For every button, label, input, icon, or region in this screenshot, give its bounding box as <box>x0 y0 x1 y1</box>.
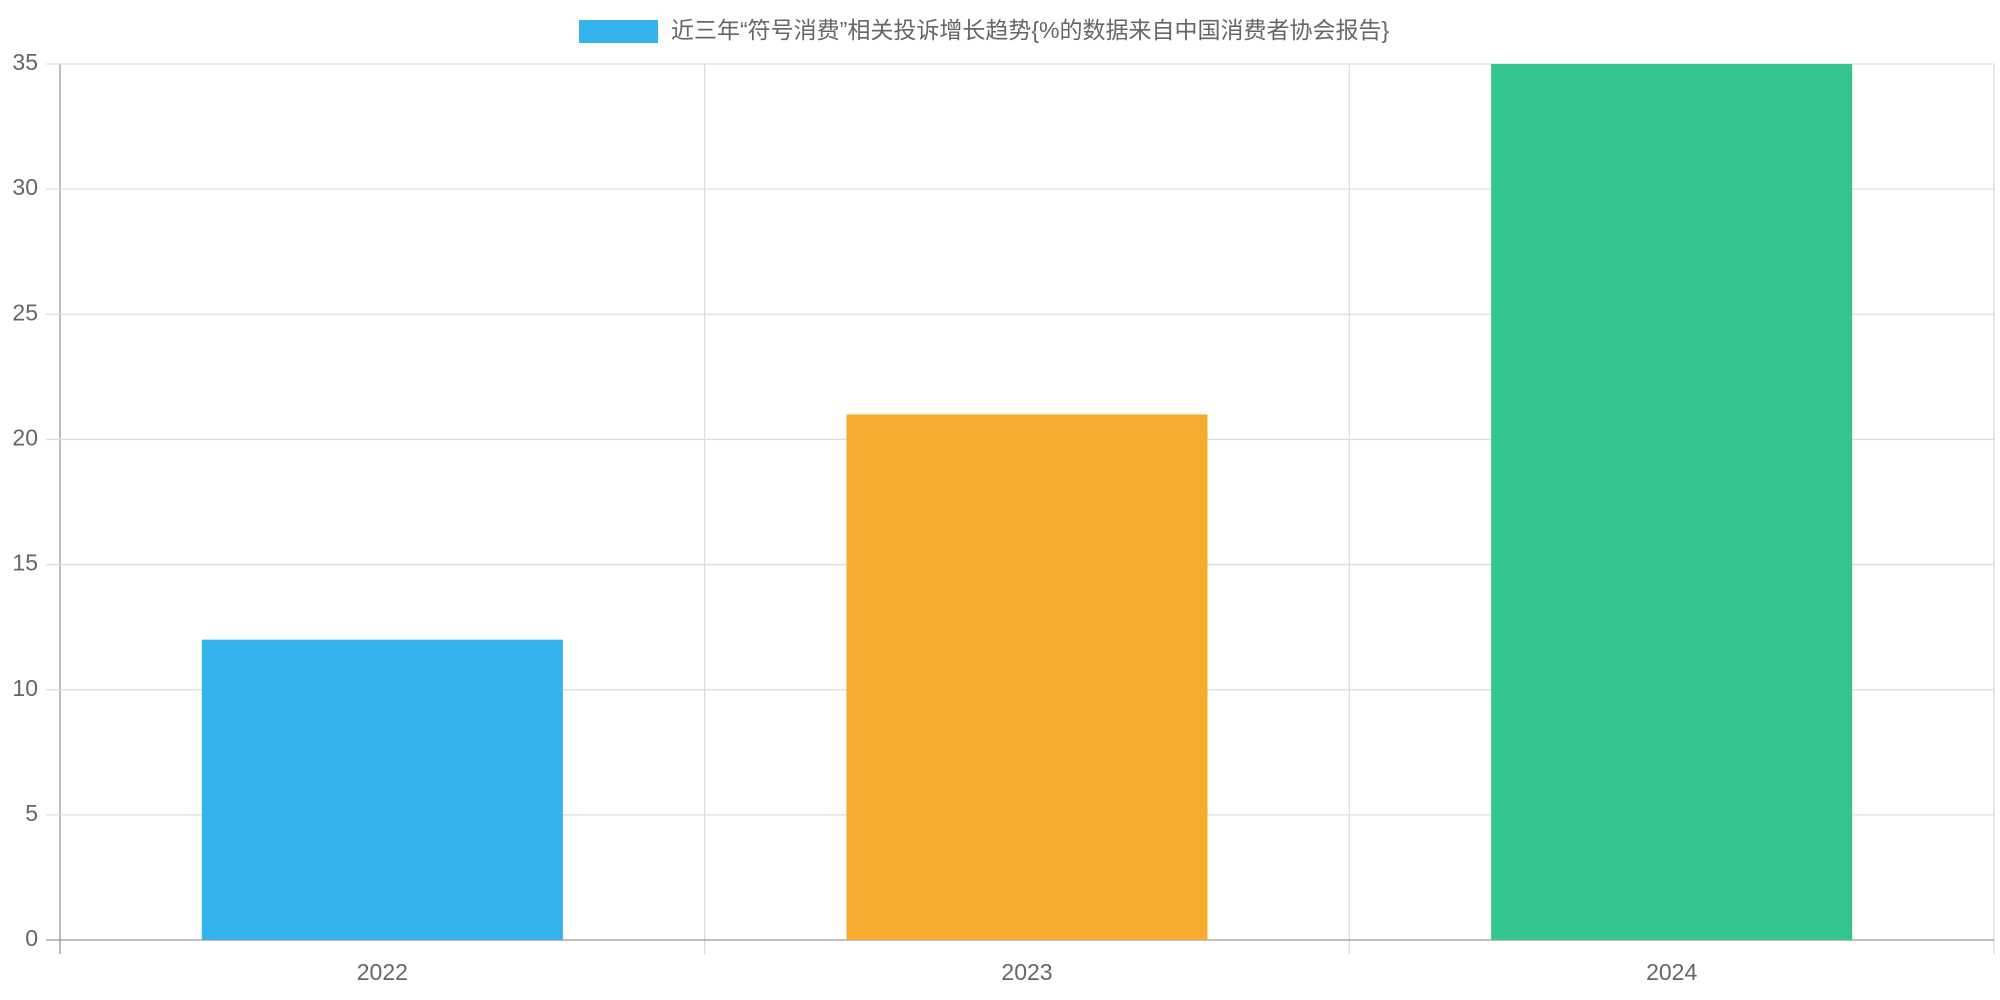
legend-label: 近三年“符号消费”相关投诉增长趋势{%的数据来自中国消费者协会报告} <box>671 17 1389 43</box>
bar <box>846 414 1208 940</box>
y-tick-label: 35 <box>12 49 38 75</box>
legend-swatch <box>579 20 658 43</box>
bar <box>201 639 563 940</box>
x-tick-label: 2022 <box>357 959 408 985</box>
y-tick-label: 20 <box>12 425 38 451</box>
x-tick-label: 2024 <box>1646 959 1697 985</box>
bar <box>1491 64 1853 940</box>
y-tick-label: 5 <box>25 800 38 826</box>
y-tick-label: 15 <box>12 550 38 576</box>
x-tick-label: 2023 <box>1001 959 1052 985</box>
y-tick-label: 0 <box>25 925 38 951</box>
y-tick-label: 10 <box>12 675 38 701</box>
y-tick-label: 25 <box>12 299 38 325</box>
y-tick-label: 30 <box>12 174 38 200</box>
